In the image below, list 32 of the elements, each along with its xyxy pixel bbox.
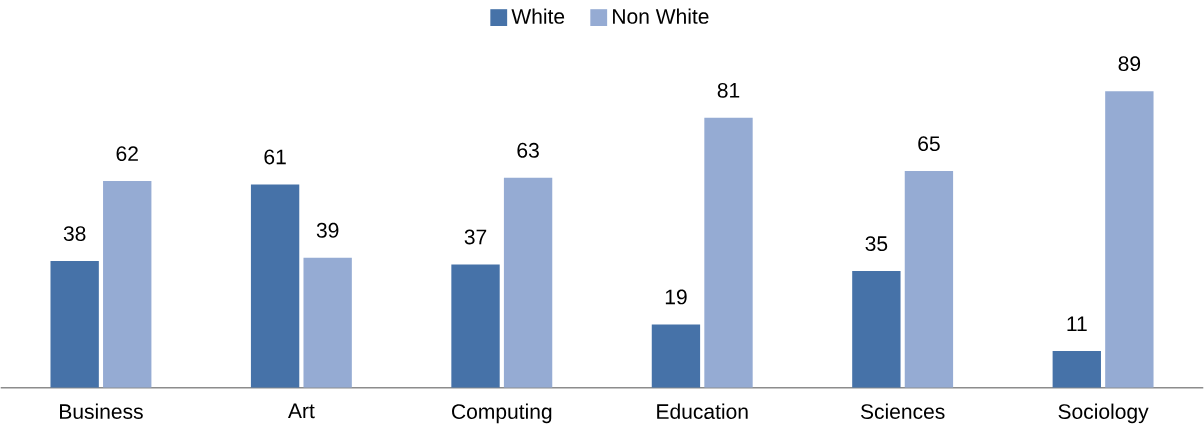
- bar: [704, 117, 753, 388]
- bar: [50, 261, 99, 388]
- bar: [303, 257, 352, 388]
- bar: [1105, 91, 1154, 388]
- bar: [503, 177, 553, 388]
- bar: [852, 271, 901, 388]
- x-tick-label: Business: [60, 403, 143, 419]
- bar: [1052, 351, 1101, 388]
- x-tick-label: Art: [287, 403, 315, 419]
- data-label: 65: [918, 136, 940, 151]
- data-label: 81: [717, 82, 740, 98]
- bar: [103, 181, 152, 388]
- data-label: 19: [665, 289, 687, 305]
- data-label: 61: [264, 149, 286, 165]
- bar: [651, 324, 701, 388]
- x-tick-label: Education: [657, 403, 748, 419]
- data-label: 89: [1118, 56, 1141, 72]
- data-label: 37: [464, 229, 487, 245]
- bar: [451, 264, 500, 388]
- data-label: 38: [63, 226, 86, 241]
- x-tick-label: Computing: [452, 403, 552, 424]
- x-tick-label: Sociology: [1058, 403, 1149, 424]
- bar: [904, 171, 954, 388]
- bar: [250, 184, 300, 388]
- legend-label: Non White: [613, 8, 709, 24]
- data-label: 39: [316, 222, 339, 238]
- data-label: 63: [517, 142, 539, 158]
- data-label: 62: [116, 146, 138, 161]
- data-label: 35: [865, 236, 888, 251]
- x-tick-label: Sciences: [860, 403, 945, 419]
- data-label: 11: [1067, 316, 1087, 331]
- legend-label: White: [511, 8, 565, 24]
